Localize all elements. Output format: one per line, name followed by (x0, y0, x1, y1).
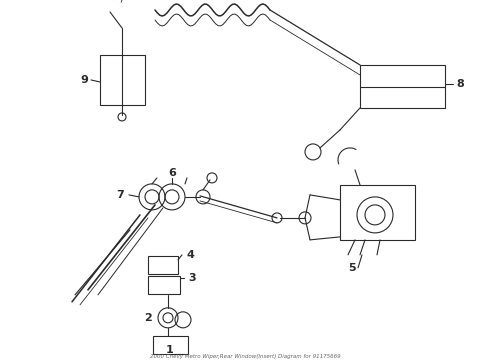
Bar (100, 55, 145, 105)
Bar (148, 256, 178, 274)
Text: 8: 8 (456, 79, 464, 89)
Text: 4: 4 (186, 250, 194, 260)
Bar (148, 276, 180, 294)
Text: 7: 7 (116, 190, 124, 200)
Bar (340, 185, 415, 240)
Bar (360, 65, 445, 108)
Text: 6: 6 (168, 168, 176, 178)
Text: 2000 Chevy Metro Wiper,Rear Window(Insert) Diagram for 91175669: 2000 Chevy Metro Wiper,Rear Window(Inser… (149, 354, 341, 359)
Text: 9: 9 (80, 75, 88, 85)
Bar (153, 336, 188, 354)
Text: 2: 2 (144, 313, 152, 323)
Text: 3: 3 (188, 273, 196, 283)
Text: 1: 1 (166, 345, 174, 355)
Text: 5: 5 (348, 263, 356, 273)
